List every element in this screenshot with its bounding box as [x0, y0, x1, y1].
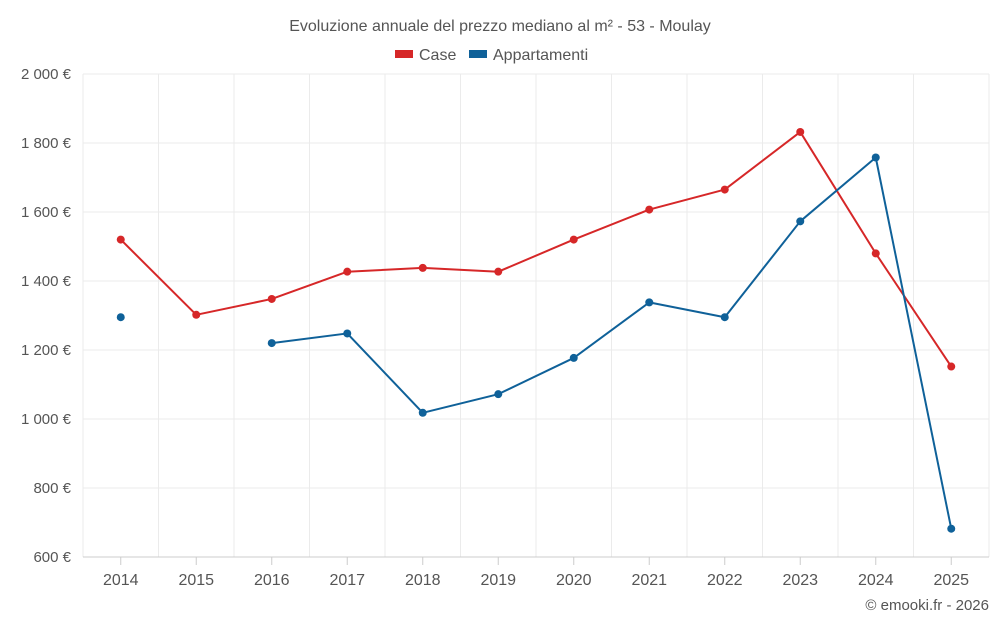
data-point-case[interactable]: Case 2018: 1438 — [418, 263, 427, 272]
data-point-appartamenti[interactable]: Appartamenti 2017: 1248 — [343, 329, 352, 338]
legend: Case Appartamenti — [395, 47, 588, 64]
series-line-case — [120, 130, 953, 368]
y-tick-label: 1 800 € — [21, 135, 72, 152]
x-tick-label: 2021 — [631, 572, 667, 589]
y-tick-label: 1 600 € — [21, 204, 72, 221]
grid — [82, 73, 990, 557]
data-point-case[interactable]: Case 2019: 1427 — [494, 267, 503, 276]
data-point-case[interactable]: Case 2022: 1665 — [720, 185, 729, 194]
data-point-case[interactable]: Case 2023: 1832 — [796, 127, 805, 136]
data-point-appartamenti[interactable]: Appartamenti 2025: 682 — [947, 524, 956, 533]
data-point-appartamenti[interactable]: Appartamenti 2018: 1018 — [418, 408, 427, 417]
data-point-case[interactable]: Case 2021: 1607 — [645, 205, 654, 214]
y-tick-label: 1 200 € — [21, 342, 72, 359]
x-tick-label: 2015 — [178, 572, 214, 589]
data-point-appartamenti[interactable]: Appartamenti 2016: 1220 — [267, 339, 276, 348]
data-point-case[interactable]: Case 2015: 1302 — [192, 310, 201, 319]
data-point-appartamenti[interactable]: Appartamenti 2019: 1072 — [494, 390, 503, 399]
y-tick-label: 1 400 € — [21, 273, 72, 290]
x-tick-label: 2017 — [329, 572, 365, 589]
series-line-appartamenti — [271, 156, 953, 529]
credit-text: © emooki.fr - 2026 — [865, 597, 989, 614]
data-point-appartamenti[interactable]: Appartamenti 2022: 1295 — [720, 313, 729, 322]
x-tick-label: 2014 — [103, 572, 139, 589]
x-tick-label: 2024 — [858, 572, 894, 589]
data-point-appartamenti[interactable]: Appartamenti 2020: 1177 — [569, 353, 578, 362]
x-tick-label: 2025 — [933, 572, 969, 589]
y-tick-label: 1 000 € — [21, 411, 72, 428]
x-tick-label: 2023 — [782, 572, 818, 589]
y-tick-label: 800 € — [33, 480, 71, 497]
y-tick-label: 2 000 € — [21, 66, 72, 83]
data-point-case[interactable]: Case 2025: 1152 — [947, 362, 956, 371]
data-point-case[interactable]: Case 2024: 1480 — [871, 249, 880, 258]
x-tick-label: 2019 — [480, 572, 516, 589]
legend-label-appartamenti: Appartamenti — [493, 47, 588, 64]
x-tick-label: 2018 — [405, 572, 441, 589]
legend-label-case: Case — [419, 47, 456, 64]
series-appartamenti: Appartamenti 2014: 1295 Appartamenti 2016… — [116, 153, 956, 533]
data-point-appartamenti[interactable]: Appartamenti 2014: 1295 — [116, 313, 125, 322]
data-point-case[interactable]: Case 2017: 1427 — [343, 267, 352, 276]
x-tick-label: 2016 — [254, 572, 290, 589]
data-point-appartamenti[interactable]: Appartamenti 2024: 1758 — [871, 153, 880, 162]
data-point-appartamenti[interactable]: Appartamenti 2021: 1338 — [645, 298, 654, 307]
legend-swatch-case — [395, 50, 413, 58]
legend-item-case[interactable]: Case — [395, 47, 456, 64]
data-point-case[interactable]: Case 2016: 1348 — [267, 294, 276, 303]
x-tick-label: 2020 — [556, 572, 592, 589]
axes: 600 € 800 € 1 000 € 1 200 € 1 400 € 1 600 € 1 … — [21, 66, 989, 589]
legend-swatch-appartamenti — [469, 50, 487, 58]
legend-item-appartamenti[interactable]: Appartamenti — [469, 47, 588, 64]
x-tick-label: 2022 — [707, 572, 743, 589]
y-tick-label: 600 € — [33, 549, 71, 566]
chart-title: Evoluzione annuale del prezzo mediano al… — [289, 18, 711, 35]
data-point-appartamenti[interactable]: Appartamenti 2023: 1573 — [796, 217, 805, 226]
